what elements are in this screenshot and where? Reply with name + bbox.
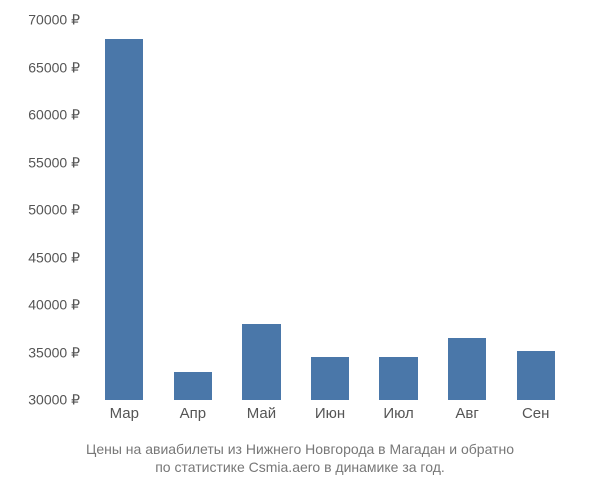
bar	[105, 39, 143, 400]
x-tick-label: Сен	[522, 405, 549, 422]
y-tick-label: 35000 ₽	[0, 344, 80, 361]
bar	[379, 357, 417, 400]
y-axis: 30000 ₽35000 ₽40000 ₽45000 ₽50000 ₽55000…	[0, 20, 90, 400]
x-tick-label: Июн	[315, 405, 345, 422]
caption-line-2: по статистике Csmia.aero в динамике за г…	[0, 458, 600, 476]
x-tick-label: Апр	[180, 405, 206, 422]
bar	[517, 351, 555, 400]
bar	[311, 357, 349, 400]
y-tick-label: 55000 ₽	[0, 154, 80, 171]
x-axis: Мар Апр Май Июн Июл Авг Сен	[90, 405, 570, 435]
x-tick-label: Авг	[455, 405, 478, 422]
y-tick-label: 70000 ₽	[0, 12, 80, 29]
y-tick-label: 50000 ₽	[0, 202, 80, 219]
bar	[448, 338, 486, 400]
x-tick-label: Май	[247, 405, 276, 422]
caption-line-1: Цены на авиабилеты из Нижнего Новгорода …	[0, 440, 600, 458]
bar	[174, 372, 212, 401]
bar	[242, 324, 280, 400]
chart-plot-area	[90, 20, 570, 400]
chart-caption: Цены на авиабилеты из Нижнего Новгорода …	[0, 440, 600, 476]
y-tick-label: 40000 ₽	[0, 297, 80, 314]
x-tick-label: Мар	[110, 405, 139, 422]
y-tick-label: 30000 ₽	[0, 392, 80, 409]
y-tick-label: 60000 ₽	[0, 107, 80, 124]
y-tick-label: 45000 ₽	[0, 249, 80, 266]
x-tick-label: Июл	[383, 405, 413, 422]
y-tick-label: 65000 ₽	[0, 59, 80, 76]
bars-container	[90, 20, 570, 400]
